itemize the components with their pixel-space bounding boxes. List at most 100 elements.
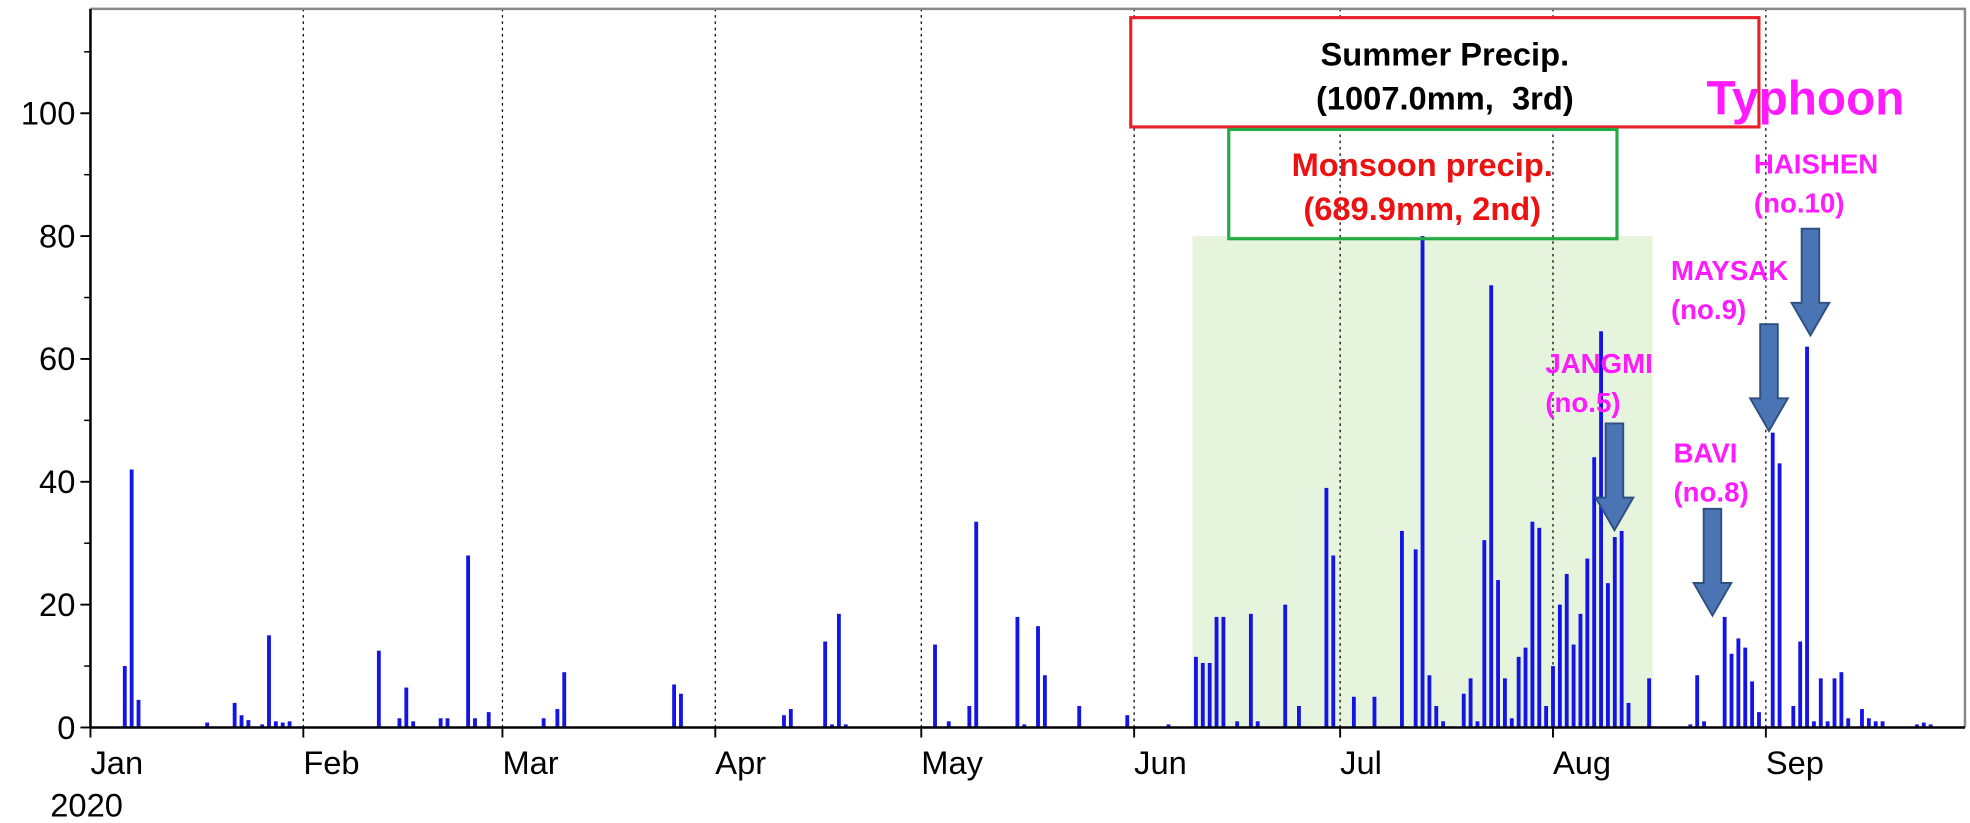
x-tick-label: Sep <box>1766 744 1824 781</box>
bar <box>1207 662 1212 728</box>
typhoon-arrow <box>1691 507 1733 618</box>
bar <box>1503 678 1507 728</box>
bar <box>1702 721 1706 728</box>
y-tick-label: 0 <box>57 709 75 746</box>
bar <box>1647 678 1652 728</box>
bar <box>974 521 979 728</box>
bar <box>1400 530 1404 728</box>
bar <box>1777 463 1782 728</box>
bar <box>1427 675 1432 728</box>
bar <box>672 684 677 728</box>
bar <box>1619 530 1624 728</box>
typhoon-name: JANGMI <box>1545 348 1652 379</box>
x-tick-label: Aug <box>1553 744 1611 781</box>
annotation-text: (689.9mm, 2nd) <box>1303 190 1541 227</box>
typhoon-number: (no.10) <box>1754 187 1845 218</box>
typhoon-arrow <box>1789 227 1831 338</box>
bar <box>1606 583 1610 728</box>
bar <box>1811 721 1816 728</box>
bar <box>1880 721 1885 728</box>
bar <box>1523 647 1528 728</box>
bar <box>1331 555 1336 728</box>
bar <box>1125 715 1130 728</box>
bar <box>1194 656 1198 728</box>
bar <box>1248 613 1253 728</box>
bar <box>1434 705 1439 728</box>
bar <box>1530 521 1535 728</box>
annotation-text: Monsoon precip. <box>1292 146 1553 183</box>
typhoon-arrow <box>1593 422 1635 533</box>
bar <box>1468 678 1473 728</box>
annotation-text: (1007.0mm, 3rd) <box>1316 79 1574 116</box>
bar <box>1921 722 1926 728</box>
bar <box>1200 662 1205 728</box>
bar <box>1805 346 1809 728</box>
bar <box>1036 626 1040 728</box>
bar <box>404 687 409 728</box>
bar <box>1351 696 1356 728</box>
bar <box>946 721 951 728</box>
bar <box>1297 705 1301 728</box>
annotation-text: Summer Precip. <box>1321 35 1570 72</box>
bar <box>1860 709 1864 728</box>
bar <box>1571 644 1576 728</box>
bar <box>1022 724 1027 728</box>
bar <box>411 721 416 728</box>
bar <box>1420 236 1425 728</box>
bar <box>1839 672 1844 728</box>
y-tick-label: 60 <box>39 340 75 377</box>
bar <box>830 724 834 728</box>
y-tick-label: 20 <box>39 586 75 623</box>
bar <box>1592 457 1597 728</box>
bar <box>1509 718 1514 728</box>
bar <box>1166 724 1171 728</box>
bar <box>473 718 477 728</box>
bar <box>1489 285 1494 728</box>
bar <box>1496 580 1500 728</box>
bar <box>1578 613 1583 728</box>
year-label: 2020 <box>50 787 123 823</box>
bar <box>1441 721 1446 728</box>
bar <box>1235 721 1240 728</box>
bar <box>1544 705 1549 728</box>
bar <box>1612 537 1617 728</box>
x-tick-label: Apr <box>715 744 766 781</box>
bar <box>1557 604 1562 728</box>
plot-frame-top-right <box>90 7 1967 728</box>
bar <box>555 709 560 728</box>
bar <box>438 718 443 728</box>
x-tick-label: Jul <box>1340 744 1382 781</box>
bar <box>1791 705 1796 728</box>
bar <box>1475 721 1480 728</box>
x-tick-label: May <box>921 744 983 781</box>
bar <box>1866 718 1871 728</box>
typhoon-name: BAVI <box>1673 437 1737 468</box>
bar <box>1324 487 1329 728</box>
bar <box>788 709 793 728</box>
bar <box>933 644 937 728</box>
annotation-box <box>1129 16 1761 129</box>
x-tick-label: Jun <box>1134 744 1187 781</box>
bar <box>1695 675 1700 728</box>
bar <box>239 715 244 728</box>
bar <box>445 718 450 728</box>
bar <box>1283 604 1288 728</box>
bar <box>836 613 841 728</box>
bar <box>1873 721 1878 728</box>
bar <box>205 722 210 728</box>
bar <box>267 635 271 728</box>
bar <box>1736 638 1741 728</box>
typhoon-arrow <box>1748 323 1790 433</box>
bar <box>1413 549 1418 728</box>
bar <box>782 715 786 728</box>
bar <box>1042 675 1047 728</box>
bar <box>397 718 402 728</box>
bar <box>843 724 848 728</box>
bar <box>541 718 546 728</box>
x-tick-label: Feb <box>303 744 359 781</box>
typhoon-name: HAISHEN <box>1754 148 1878 179</box>
y-tick-label: 80 <box>39 217 75 254</box>
typhoon-number: (no.9) <box>1671 294 1746 325</box>
axis-lines <box>89 8 1965 729</box>
